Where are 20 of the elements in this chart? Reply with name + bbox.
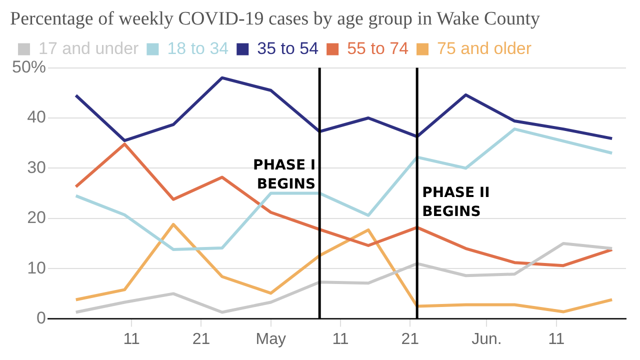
x-tick-label: 21 — [401, 330, 420, 348]
ref-line-label: PHASE I BEGINS — [253, 157, 316, 192]
legend-label: 75 and older — [437, 38, 532, 58]
x-tick-label: Jun. — [472, 330, 502, 348]
legend-label: 35 to 54 — [257, 38, 319, 58]
y-tick-label: 30 — [27, 158, 46, 177]
y-tick-label: 20 — [27, 208, 46, 228]
y-tick-label: 10 — [27, 258, 46, 278]
x-tick-label: 11 — [332, 330, 349, 348]
ref-line-label: PHASE II BEGINS — [422, 184, 490, 220]
legend-label: 18 to 34 — [167, 38, 229, 58]
x-tick-label: 11 — [123, 330, 140, 348]
x-tick-label: 21 — [192, 330, 210, 348]
legend-label: 55 to 74 — [347, 38, 409, 58]
chart-title: Percentage of weekly COVID-19 cases by age group in Wake County — [10, 8, 540, 30]
x-tick-label: 11 — [548, 330, 565, 348]
y-tick-label: 50% — [12, 57, 46, 76]
y-tick-label: 40 — [27, 108, 46, 127]
x-tick-label: May — [256, 330, 286, 348]
y-tick-label: 0 — [36, 308, 46, 328]
